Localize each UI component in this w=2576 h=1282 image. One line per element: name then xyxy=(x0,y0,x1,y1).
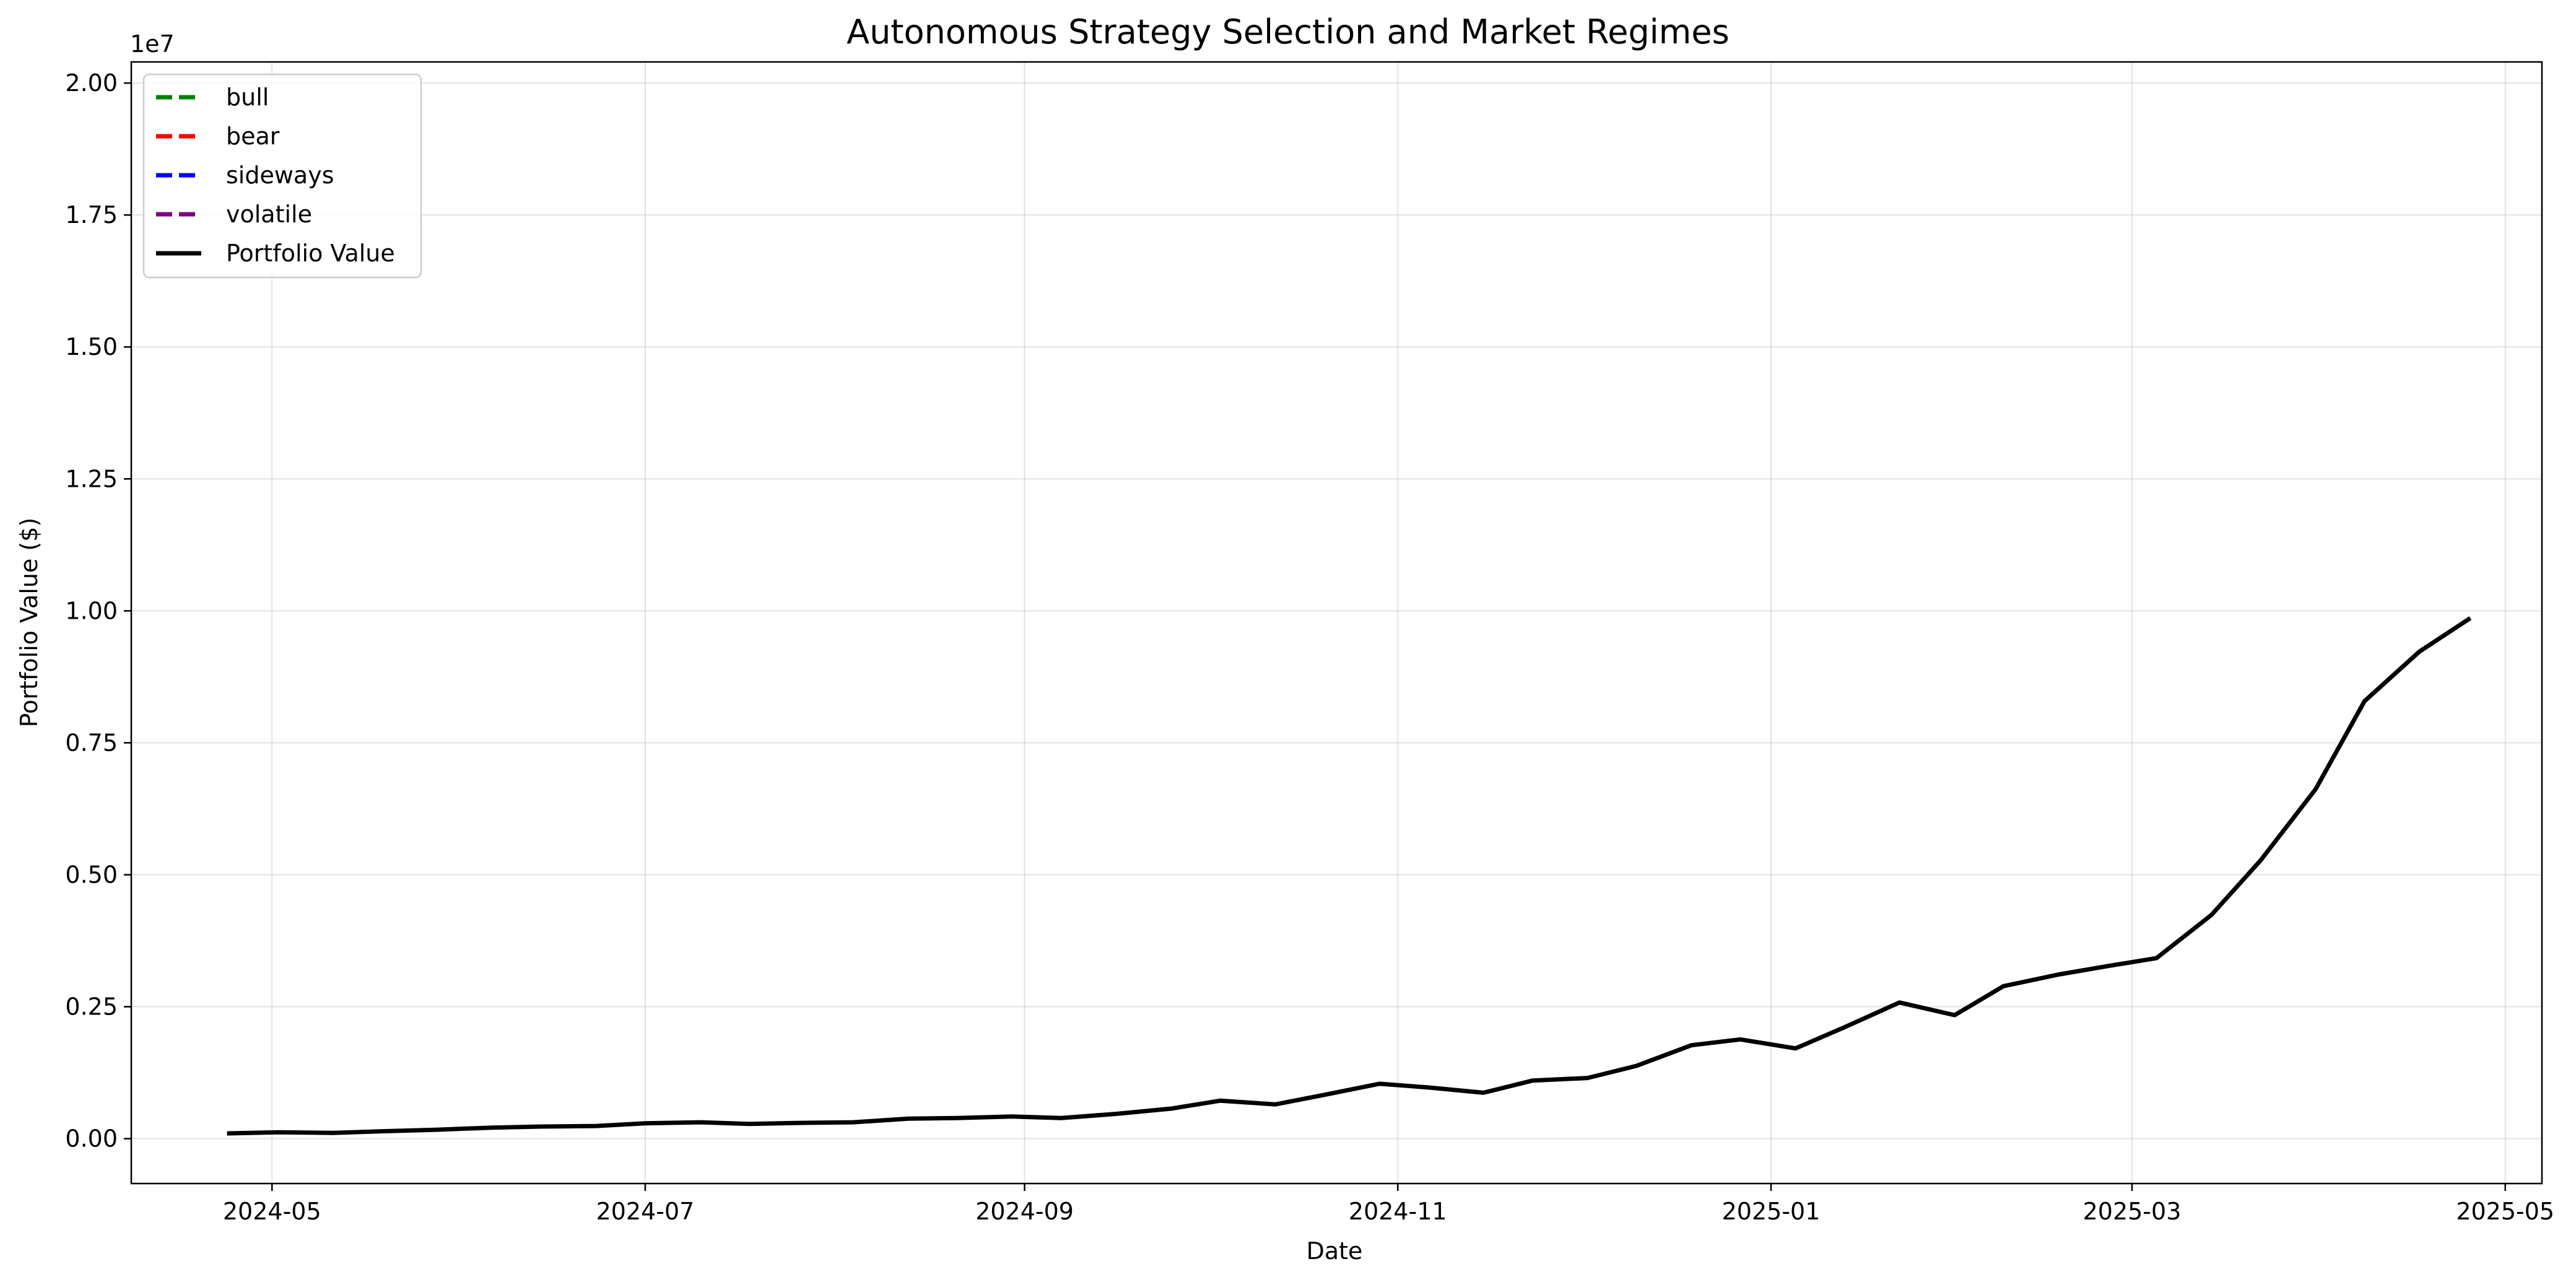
y-tick-label: 0.75 xyxy=(65,729,118,756)
grid xyxy=(131,62,2542,1184)
y-axis-label: Portfolio Value ($) xyxy=(15,518,43,728)
y-tick-label: 1.25 xyxy=(65,465,118,492)
legend-label: bear xyxy=(226,123,280,150)
x-tick-label: 2025-01 xyxy=(1722,1198,1821,1225)
x-tick-label: 2024-09 xyxy=(975,1198,1074,1225)
legend-label: Portfolio Value xyxy=(226,240,395,267)
series-line-portfolio-value xyxy=(227,616,2472,1136)
chart-title: Autonomous Strategy Selection and Market… xyxy=(846,12,1729,51)
y-tick-label: 1.50 xyxy=(65,333,118,360)
x-tick-label: 2025-05 xyxy=(2456,1198,2554,1225)
x-tick-label: 2024-05 xyxy=(223,1198,321,1225)
y-tick-label: 0.50 xyxy=(65,861,118,888)
plot-frame xyxy=(130,61,2543,1185)
y-tick-label: 0.25 xyxy=(65,993,118,1021)
y-tick-label: 1.00 xyxy=(65,597,118,624)
x-tick-label: 2025-03 xyxy=(2083,1198,2182,1225)
legend-label: bull xyxy=(226,84,269,111)
y-tick-label: 1.75 xyxy=(65,201,118,229)
x-axis-label: Date xyxy=(1307,1237,1363,1265)
y-axis-offset-text: 1e7 xyxy=(130,30,175,58)
legend: bull bear sideways volatile Portfolio Value xyxy=(142,73,422,279)
x-tick-label: 2024-07 xyxy=(596,1198,695,1225)
legend-box xyxy=(142,73,422,279)
y-tick-label: 2.00 xyxy=(65,69,118,97)
x-tick-label: 2024-11 xyxy=(1349,1198,1447,1225)
ticks: 2024-05 2024-07 2024-09 2024-11 2025-01 2025-… xyxy=(65,69,2554,1225)
legend-label: volatile xyxy=(226,201,312,228)
series-layer xyxy=(227,616,2472,1136)
legend-label: sideways xyxy=(226,162,334,189)
y-tick-label: 0.00 xyxy=(65,1125,118,1153)
